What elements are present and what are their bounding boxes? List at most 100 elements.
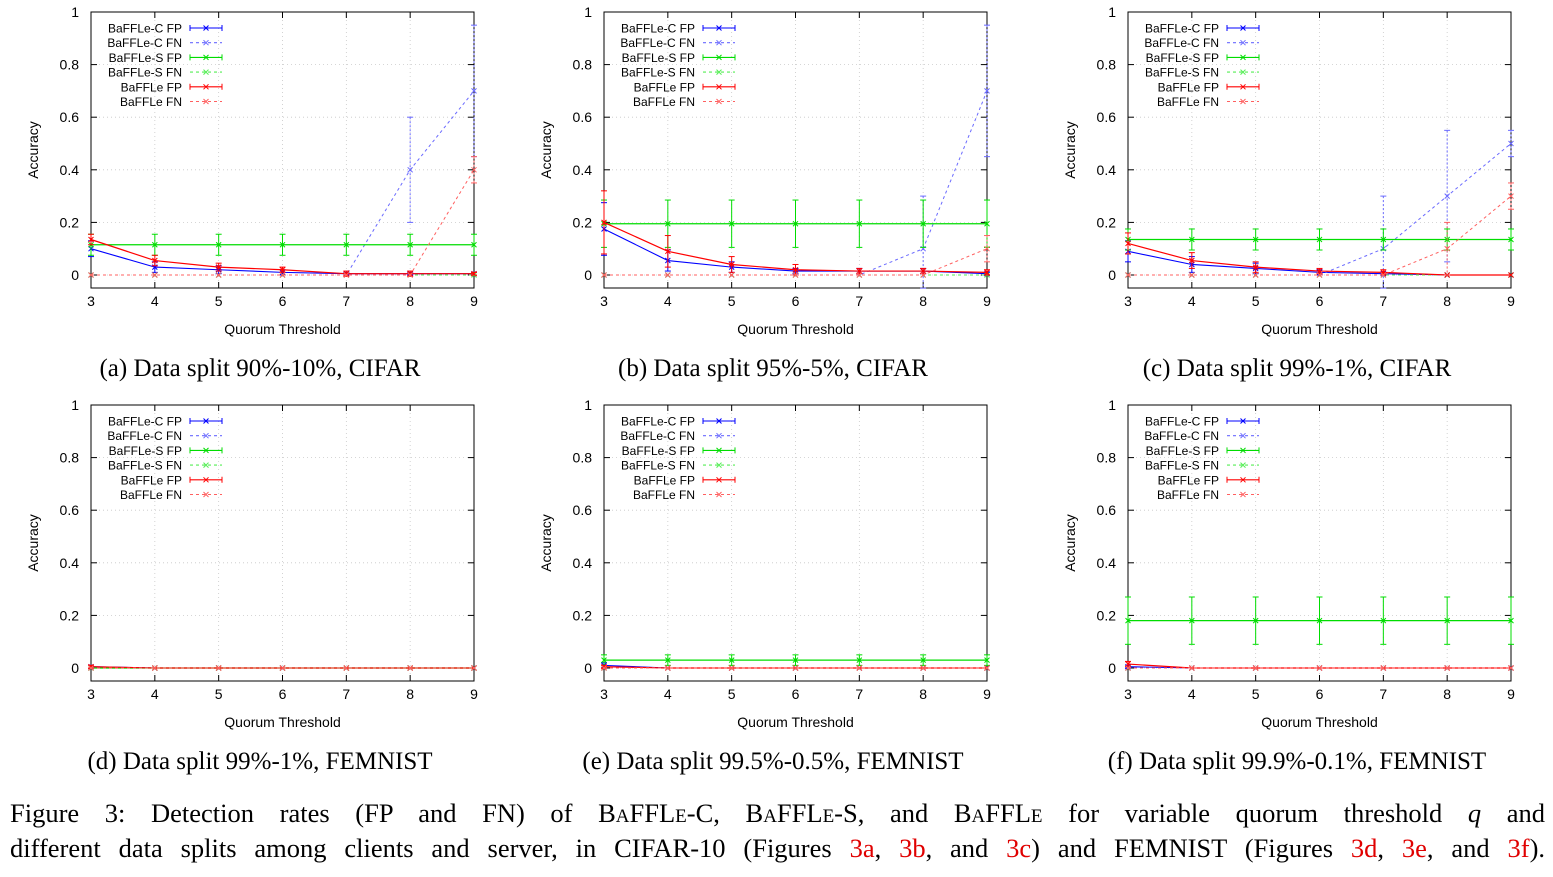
data-point (920, 657, 927, 663)
legend-label: BaFFLe-C FN (1144, 36, 1219, 50)
y-tick-label: 0.8 (573, 57, 593, 73)
x-tick-label: 5 (215, 293, 223, 309)
legend-marker (716, 418, 722, 424)
data-point (88, 236, 94, 243)
y-tick-label: 1 (1108, 4, 1116, 20)
data-point (279, 665, 286, 671)
chart-caption: (f) Data split 99.9%-0.1%, FEMNIST (1107, 748, 1487, 775)
figure-caption: Figure 3: Detection rates (FP and FN) of… (10, 796, 1545, 866)
y-axis-label: Accuracy (1062, 121, 1078, 179)
y-tick-label: 0.8 (60, 450, 80, 466)
data-point (151, 272, 158, 278)
caption-text: and (1481, 798, 1546, 828)
series-6 (1125, 182, 1514, 278)
data-point (984, 269, 990, 276)
data-point (984, 88, 990, 94)
legend-marker (203, 462, 209, 468)
legend-label: BaFFLe FP (634, 473, 695, 487)
legend-marker (203, 491, 209, 498)
legend-label: BaFFLe FN (633, 488, 695, 502)
chart-svg: 3 4 5 6 7 8 9 0 0.2 0.4 0.6 0.8 1 Quorum Threshold Acc… (25, 4, 478, 337)
y-axis-label: Accuracy (25, 514, 41, 572)
x-tick-label: 6 (279, 686, 287, 702)
figure-ref-link[interactable]: 3d (1350, 833, 1378, 863)
x-tick-label: 4 (664, 293, 672, 309)
data-point (215, 665, 222, 671)
y-tick-label: 0.4 (1097, 162, 1117, 178)
y-axis-label: Accuracy (25, 121, 41, 179)
x-tick-label: 8 (919, 686, 927, 702)
legend-label: BaFFLe FP (1158, 80, 1219, 94)
method-name: BaFFLe (953, 798, 1043, 828)
x-tick-label: 9 (1507, 293, 1515, 309)
chart-caption: (c) Data split 99%-1%, CIFAR (1142, 355, 1452, 382)
data-point (1188, 257, 1195, 264)
legend-marker (1240, 432, 1246, 439)
legend-label: BaFFLe-S FP (1146, 51, 1219, 65)
x-tick-label: 7 (342, 293, 350, 309)
chart-caption: (d) Data split 99%-1%, FEMNIST (87, 748, 433, 775)
figure-ref-link[interactable]: 3f (1507, 833, 1530, 863)
x-tick-label: 8 (919, 293, 927, 309)
data-point (1508, 193, 1514, 199)
data-point (1125, 272, 1131, 278)
data-point (343, 272, 350, 278)
data-point (792, 220, 799, 227)
figure-ref-link[interactable]: 3c (1006, 833, 1032, 863)
chart-panel-3f: 3 4 5 6 7 8 9 0 0.2 0.4 0.6 0.8 1 Quorum Threshold Acc… (1037, 393, 1553, 785)
legend-label: BaFFLe-S FN (621, 459, 695, 473)
x-axis-label: Quorum Threshold (737, 714, 853, 730)
data-point (343, 241, 350, 248)
series-6 (601, 665, 990, 671)
series-6 (601, 235, 990, 278)
y-tick-label: 0.4 (1097, 555, 1117, 571)
data-point (1316, 665, 1323, 671)
y-tick-label: 0 (1108, 267, 1116, 283)
caption-text: , and (925, 833, 1007, 863)
series-5 (88, 233, 477, 277)
chart-panel-3a: 3 4 5 6 7 8 9 0 0.2 0.4 0.6 0.8 1 Quorum Threshold Acc… (0, 0, 520, 392)
y-tick-label: 0.2 (573, 607, 593, 623)
data-point (728, 657, 735, 663)
y-tick-label: 1 (71, 397, 79, 413)
figure-caption-line-2: different data splits among clients and … (10, 831, 1545, 866)
data-point (1316, 272, 1323, 278)
data-point (1252, 236, 1259, 243)
data-point (407, 665, 414, 671)
legend-marker (716, 98, 722, 105)
chart-panel-3c: 3 4 5 6 7 8 9 0 0.2 0.4 0.6 0.8 1 Quorum Threshold Acc… (1037, 0, 1553, 392)
legend-marker (1240, 25, 1246, 31)
data-point (920, 272, 927, 278)
legend-label: BaFFLe FN (1157, 95, 1219, 109)
y-tick-label: 0 (584, 660, 592, 676)
legend-marker (716, 25, 722, 31)
data-point (984, 665, 990, 671)
caption-text: Figure 3: Detection rates (FP and FN) of (10, 798, 599, 828)
x-axis-label: Quorum Threshold (1261, 714, 1377, 730)
y-tick-label: 0.4 (60, 162, 80, 178)
figure-ref-link[interactable]: 3a (849, 833, 875, 863)
legend-label: BaFFLe-S FN (1145, 459, 1219, 473)
y-tick-label: 0.6 (1097, 502, 1117, 518)
method-name: BaFFLe-C (598, 798, 714, 828)
x-tick-label: 5 (215, 686, 223, 702)
data-point (1508, 272, 1514, 278)
data-point (664, 220, 671, 227)
figure-ref-link[interactable]: 3e (1401, 833, 1427, 863)
data-point (1508, 140, 1514, 147)
x-tick-label: 3 (600, 686, 608, 702)
series-3 (601, 199, 990, 248)
x-axis-label: Quorum Threshold (224, 714, 340, 730)
x-tick-label: 3 (600, 293, 608, 309)
legend-label: BaFFLe-C FN (1144, 429, 1219, 443)
legend-label: BaFFLe FN (120, 95, 182, 109)
legend-marker (203, 476, 209, 483)
data-point (728, 272, 735, 278)
figure-ref-link[interactable]: 3b (899, 833, 926, 863)
data-point (279, 272, 286, 278)
data-point (601, 665, 607, 671)
data-point (471, 270, 477, 277)
x-tick-label: 7 (855, 686, 863, 702)
data-point (1508, 665, 1514, 671)
y-tick-label: 0.4 (60, 555, 80, 571)
